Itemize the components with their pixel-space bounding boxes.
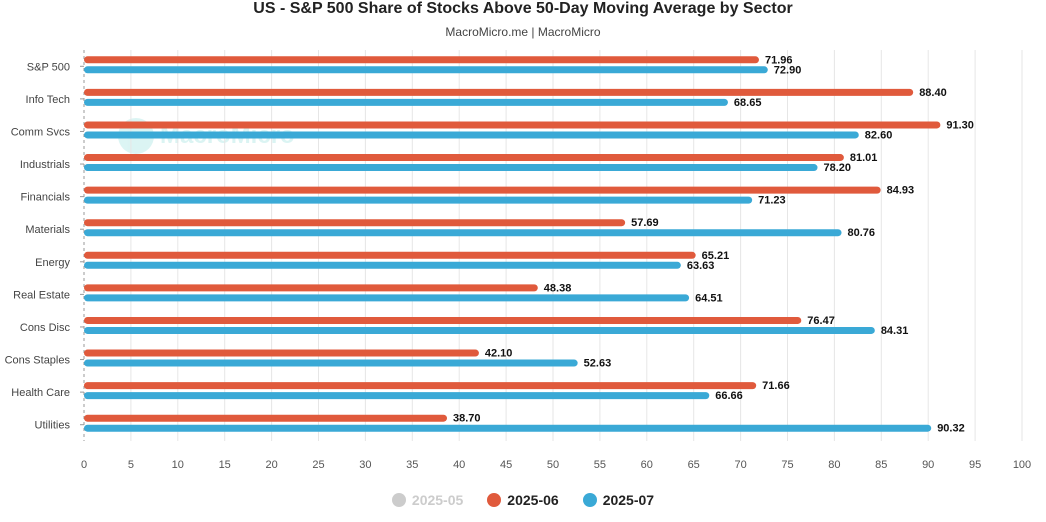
legend-item-2025-05[interactable]: 2025-05 (391, 492, 464, 508)
data-label: 71.23 (758, 195, 786, 207)
chart-subtitle: MacroMicro.me | MacroMicro (445, 25, 601, 39)
data-label: 48.38 (544, 282, 572, 294)
y-category-label: S&P 500 (27, 61, 70, 73)
data-label: 81.01 (850, 152, 878, 164)
x-tick-label: 95 (969, 459, 981, 471)
bar-2025-07 (84, 424, 932, 432)
data-label: 78.20 (824, 162, 852, 174)
x-tick-label: 40 (453, 459, 465, 471)
legend-label: 2025-07 (602, 492, 655, 508)
data-label: 71.66 (762, 380, 790, 392)
x-tick-label: 30 (359, 459, 371, 471)
data-label: 88.40 (919, 87, 947, 99)
bar-2025-06 (84, 186, 881, 194)
bar-2025-06 (84, 251, 696, 259)
bar-2025-07 (84, 98, 728, 106)
bar-2025-06 (84, 414, 448, 422)
data-label: 63.63 (687, 260, 715, 272)
x-tick-label: 15 (219, 459, 231, 471)
x-tick-label: 100 (1013, 459, 1031, 471)
data-label: 90.32 (937, 423, 965, 435)
bar-2025-06 (84, 121, 941, 129)
x-tick-label: 25 (312, 459, 324, 471)
chart-title: US - S&P 500 Share of Stocks Above 50-Da… (253, 0, 793, 17)
legend-dot-icon (391, 493, 406, 507)
bar-2025-07 (84, 326, 875, 334)
data-label: 57.69 (631, 217, 659, 229)
x-tick-label: 60 (641, 459, 653, 471)
data-label: 84.31 (881, 325, 909, 337)
x-tick-label: 55 (594, 459, 606, 471)
legend-item-2025-06[interactable]: 2025-06 (487, 492, 559, 508)
y-category-label: Health Care (11, 387, 70, 399)
x-tick-label: 65 (688, 459, 700, 471)
x-tick-label: 35 (406, 459, 418, 471)
bar-2025-07 (84, 261, 681, 269)
bar-2025-06 (84, 154, 844, 162)
x-tick-label: 0 (81, 459, 87, 471)
x-tick-label: 45 (500, 459, 512, 471)
data-label: 38.70 (453, 413, 481, 425)
x-tick-label: 70 (734, 459, 746, 471)
data-label: 52.63 (584, 358, 612, 370)
y-category-label: Utilities (35, 420, 71, 432)
x-tick-label: 80 (828, 459, 840, 471)
y-category-label: Real Estate (13, 289, 70, 301)
data-label: 64.51 (695, 292, 723, 304)
data-label: 91.30 (946, 119, 974, 131)
x-tick-label: 20 (265, 459, 277, 471)
bar-2025-07 (84, 131, 859, 139)
bar-2025-07 (84, 359, 578, 367)
data-label: 71.96 (765, 54, 793, 66)
bar-2025-07 (84, 392, 710, 400)
x-tick-label: 90 (922, 459, 934, 471)
legend: 2025-05 2025-06 2025-07 (0, 492, 1046, 508)
data-label: 66.66 (715, 390, 743, 402)
bar-2025-06 (84, 284, 538, 292)
data-label: 68.65 (734, 97, 762, 109)
y-category-label: Energy (35, 257, 70, 269)
bar-2025-06 (84, 349, 479, 357)
legend-item-2025-07[interactable]: 2025-07 (582, 492, 655, 508)
bar-2025-06 (84, 316, 802, 324)
data-label: 76.47 (807, 315, 835, 327)
data-label: 42.10 (485, 348, 513, 360)
bar-2025-07 (84, 229, 842, 237)
bar-2025-07 (84, 196, 753, 204)
legend-dot-icon (487, 493, 502, 507)
bar-2025-07 (84, 66, 768, 74)
legend-label: 2025-06 (507, 492, 559, 508)
x-tick-label: 75 (781, 459, 793, 471)
bar-chart: 0 5 10 15 20 25 30 35 40 45 50 55 60 65 70 75 80 85 90 95 10… (5, 50, 1031, 471)
y-category-label: Industrials (20, 159, 71, 171)
y-category-label: Cons Staples (5, 355, 71, 367)
bar-2025-07 (84, 294, 690, 302)
data-label: 82.60 (865, 129, 893, 141)
x-tick-label: 5 (128, 459, 134, 471)
legend-label: 2025-05 (411, 492, 464, 508)
data-label: 80.76 (848, 227, 876, 239)
bar-2025-06 (84, 382, 757, 390)
y-category-label: Financials (20, 192, 70, 204)
x-tick-label: 50 (547, 459, 559, 471)
data-label: 84.93 (887, 185, 915, 197)
y-category-label: Info Tech (26, 94, 70, 106)
bar-2025-07 (84, 164, 818, 172)
data-label: 65.21 (702, 250, 730, 262)
y-category-label: Comm Svcs (11, 126, 71, 138)
bar-2025-06 (84, 88, 914, 96)
bar-2025-06 (84, 219, 626, 227)
y-category-label: Cons Disc (20, 322, 71, 334)
data-label: 72.90 (774, 64, 802, 76)
y-category-label: Materials (25, 224, 70, 236)
x-tick-label: 85 (875, 459, 887, 471)
bar-2025-06 (84, 56, 759, 64)
x-tick-label: 10 (172, 459, 184, 471)
legend-dot-icon (582, 493, 597, 507)
